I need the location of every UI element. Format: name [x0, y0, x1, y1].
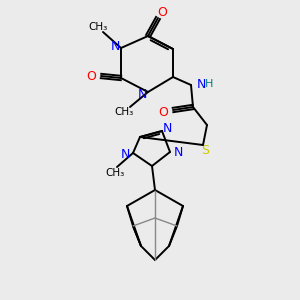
Text: CH₃: CH₃ — [105, 168, 124, 178]
Text: N: N — [162, 122, 172, 134]
Text: N: N — [120, 148, 130, 161]
Text: O: O — [86, 70, 96, 83]
Text: O: O — [157, 5, 167, 19]
Text: N: N — [110, 40, 120, 52]
Text: N: N — [173, 146, 183, 158]
Text: CH₃: CH₃ — [88, 22, 108, 32]
Text: O: O — [158, 106, 168, 118]
Text: S: S — [201, 143, 209, 157]
Text: N: N — [197, 79, 206, 92]
Text: CH₃: CH₃ — [114, 107, 134, 117]
Text: N: N — [137, 88, 147, 100]
Text: H: H — [205, 79, 213, 89]
